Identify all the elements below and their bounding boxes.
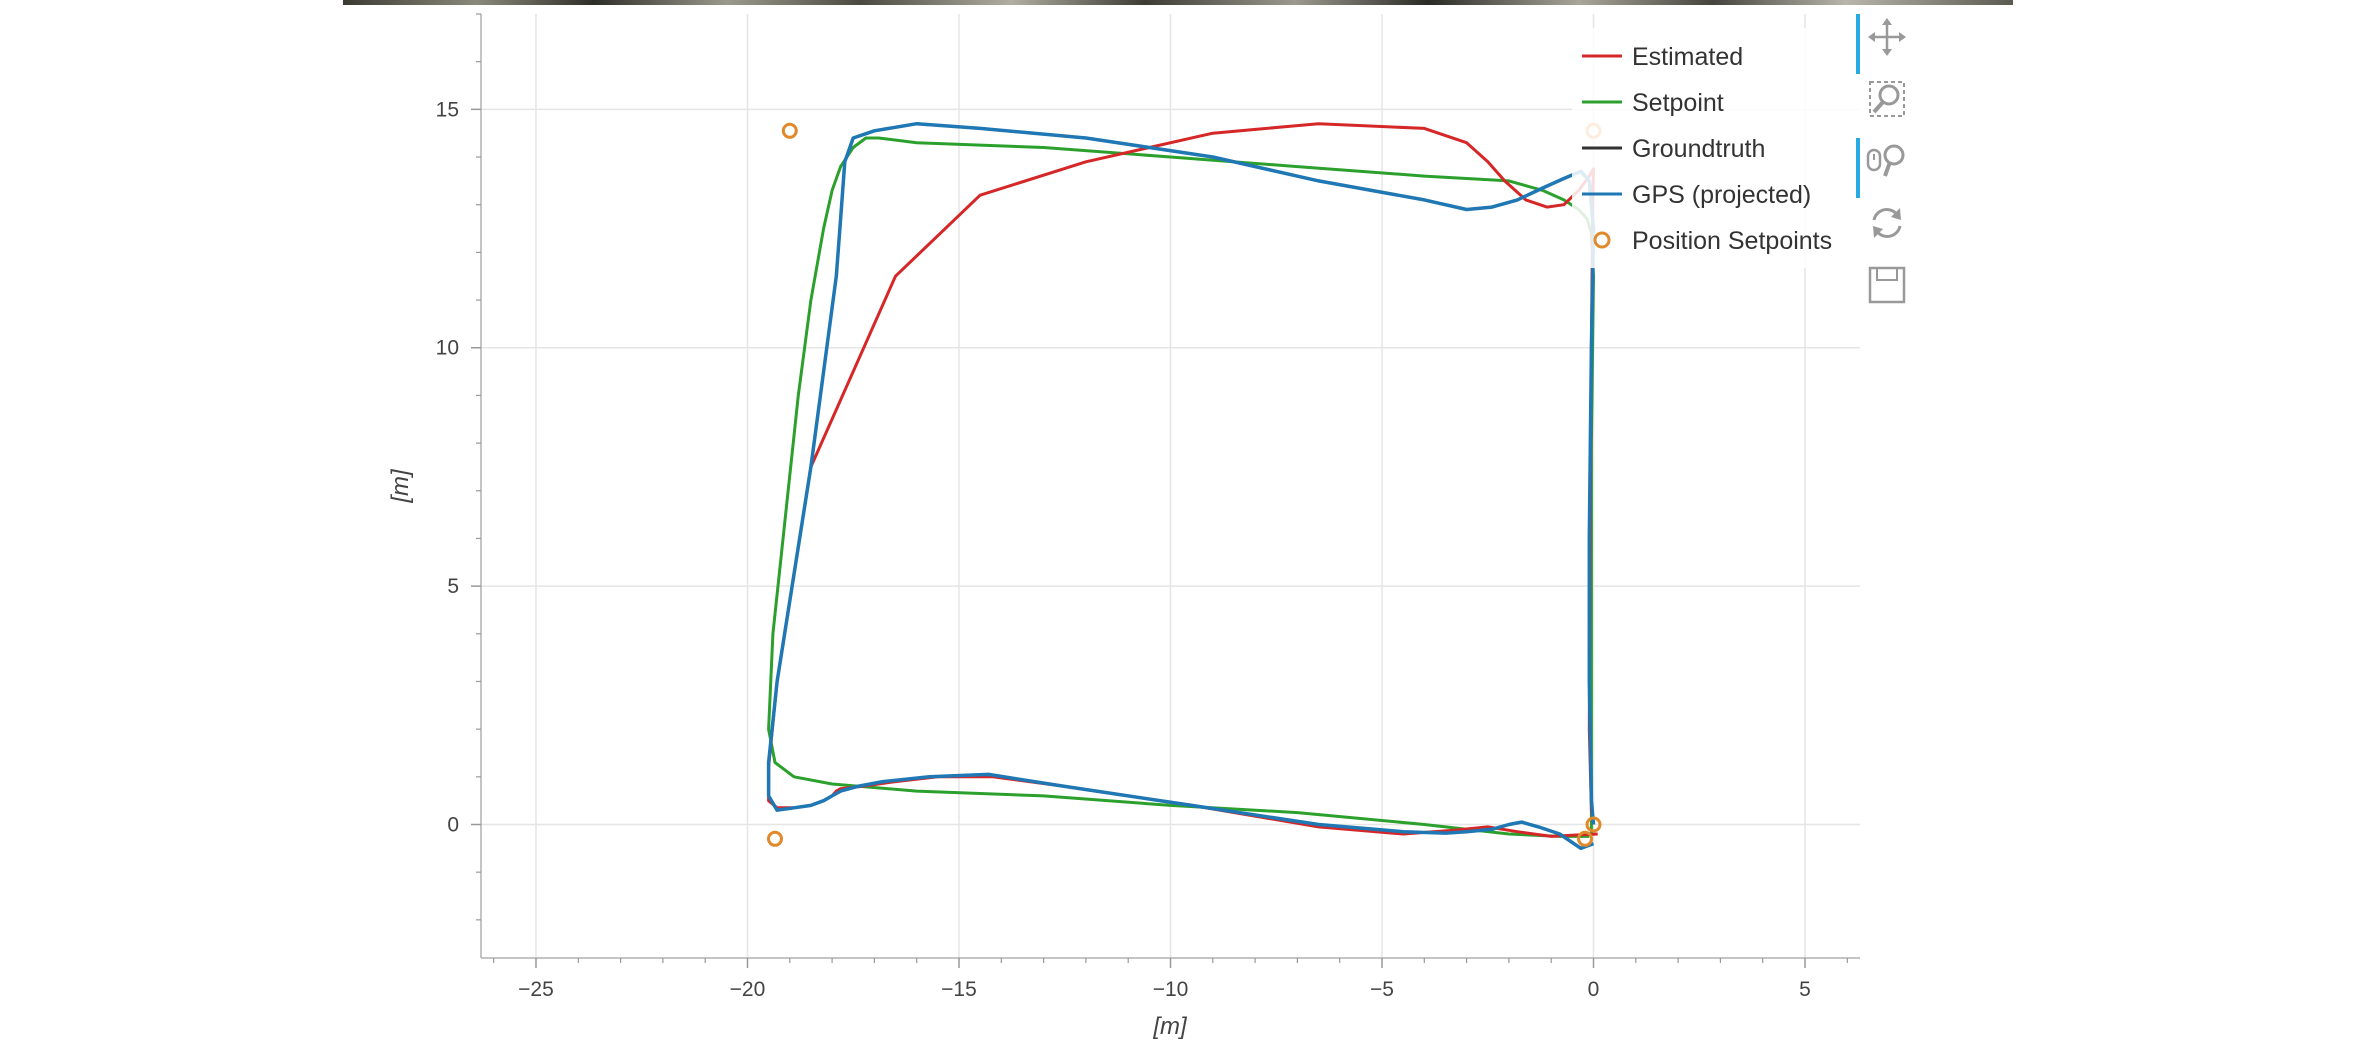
y-tick-label: 0 xyxy=(447,814,459,837)
y-tick-label: 5 xyxy=(447,575,459,598)
box-zoom-tool-button[interactable] xyxy=(1864,76,1910,122)
x-tick-label: −20 xyxy=(730,978,766,1001)
legend-label-gps: GPS (projected) xyxy=(1632,181,1811,209)
y-axis-title: [m] xyxy=(387,468,414,504)
series-line-gps-projected xyxy=(766,121,1596,851)
x-axis-title: [m] xyxy=(1152,1013,1188,1040)
y-tick-label: 15 xyxy=(436,98,459,121)
background-photo-strip xyxy=(343,0,2013,5)
x-tick-label: 0 xyxy=(1588,978,1600,1001)
x-tick-label: −25 xyxy=(518,978,554,1001)
save-icon xyxy=(1868,266,1906,304)
position-setpoint-markers xyxy=(766,122,1602,847)
box-zoom-icon xyxy=(1869,81,1905,117)
position-setpoint-marker xyxy=(781,122,798,139)
x-tick-label: 5 xyxy=(1799,978,1811,1001)
legend-label-setpoint: Setpoint xyxy=(1632,89,1724,117)
y-tick-label: 10 xyxy=(436,337,459,360)
legend-label-position-setpoints: Position Setpoints xyxy=(1632,227,1832,255)
save-tool-button[interactable] xyxy=(1864,262,1910,308)
legend: Estimated Setpoint Groundtruth GPS (proj… xyxy=(1572,28,1860,268)
legend-label-estimated: Estimated xyxy=(1632,43,1743,71)
series-line-setpoint xyxy=(767,136,1595,838)
series-line-estimated xyxy=(767,122,1598,838)
pan-icon xyxy=(1868,18,1906,56)
x-tick-label: −15 xyxy=(941,978,977,1001)
legend-label-groundtruth: Groundtruth xyxy=(1632,135,1765,163)
reset-icon xyxy=(1872,208,1902,238)
x-tick-label: −5 xyxy=(1370,978,1394,1001)
legend-swatch-position-setpoints xyxy=(1593,231,1611,249)
pan-tool-button[interactable] xyxy=(1856,14,1910,74)
x-tick-label: −10 xyxy=(1153,978,1189,1001)
wheel-zoom-tool-button[interactable] xyxy=(1856,138,1910,198)
plot-toolbar xyxy=(1856,14,1918,324)
position-setpoint-marker xyxy=(1577,830,1594,847)
series xyxy=(766,121,1598,851)
wheel-zoom-icon xyxy=(1866,144,1905,177)
position-setpoint-marker xyxy=(1585,816,1602,833)
position-setpoint-marker xyxy=(766,830,783,847)
axis-ticks: −25 −20 −15 −10 −5 0 5 0 5 10 15 xyxy=(436,13,1848,1001)
reset-tool-button[interactable] xyxy=(1864,200,1910,246)
